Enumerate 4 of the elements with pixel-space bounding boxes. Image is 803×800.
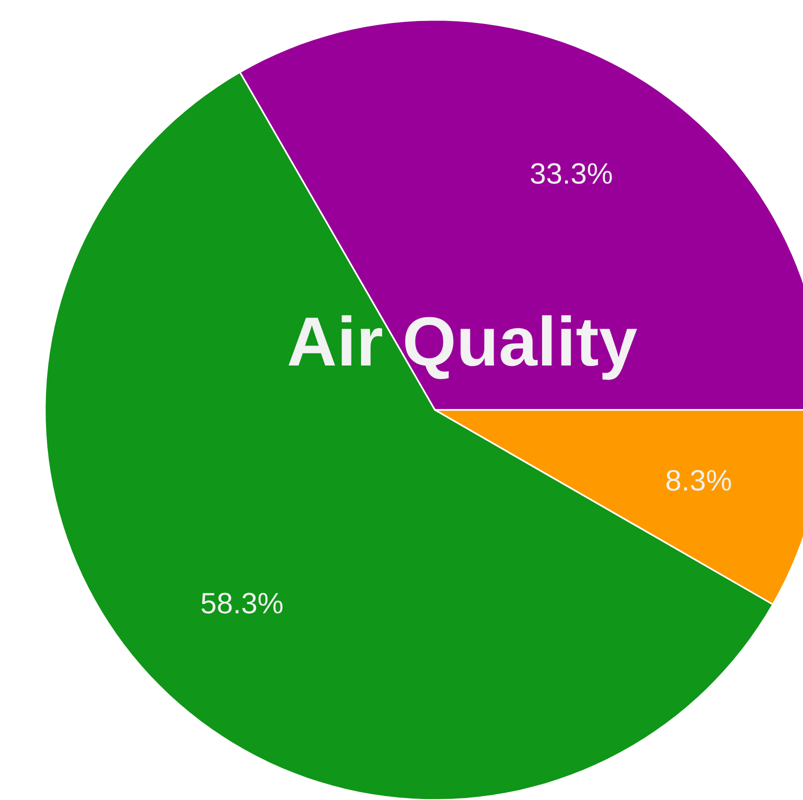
data-label: 33.3% [530,163,612,184]
data-label: 58.3% [202,592,282,614]
text: Air Quality [288,315,638,380]
data-label: 8.3% [666,470,731,491]
